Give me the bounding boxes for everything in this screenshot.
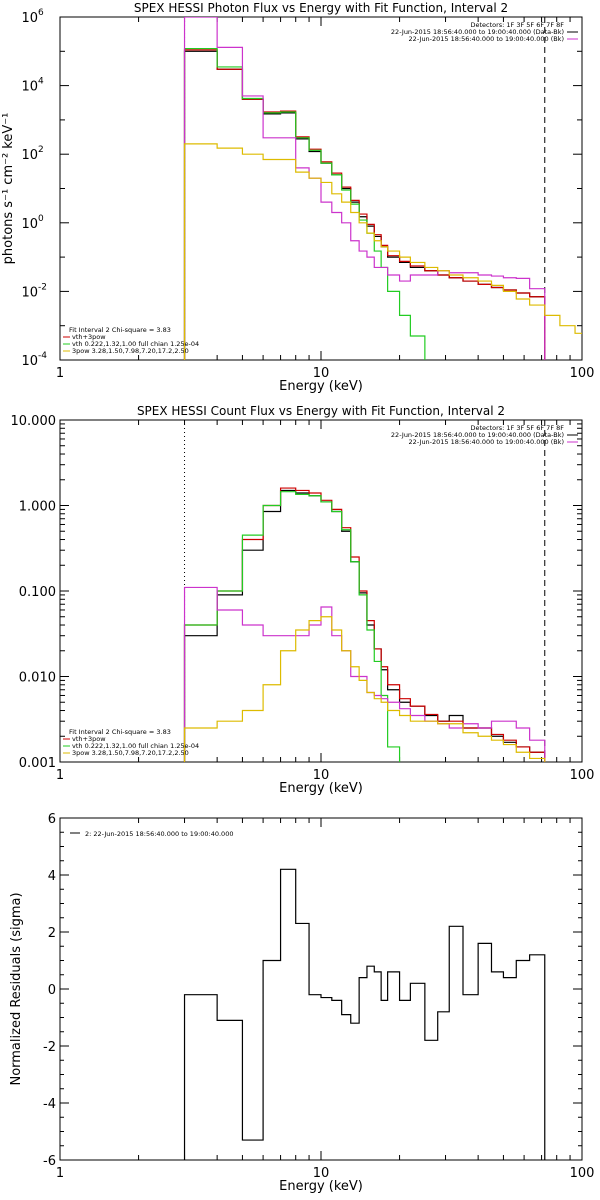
- series-line-3: [183, 47, 426, 360]
- plot-frame: [59, 817, 583, 1161]
- legend-entry: Detectors: 1F 3F 5F 6F 7F 8F: [470, 424, 564, 432]
- y-tick-label: 0.001: [19, 756, 56, 771]
- y-tick-label: -4: [43, 1097, 56, 1112]
- series-line-1: [183, 489, 546, 762]
- series-line-4: [183, 586, 546, 762]
- y-tick-label: 10: [21, 11, 38, 26]
- y-tick-label: 0.100: [19, 585, 56, 600]
- y-tick-label: -2: [43, 1040, 56, 1055]
- series-group: [183, 868, 546, 1160]
- legend-entry: Detectors: 1F 3F 5F 6F 7F 8F: [470, 21, 564, 29]
- legend-entry: 22-Jun-2015 18:56:40.000 to 19:00:40.000…: [391, 431, 564, 439]
- chart-panel-2: SPEX HESSI Count Flux vs Energy with Fit…: [11, 404, 595, 796]
- y-axis-label: photons s⁻¹ cm⁻² keV⁻¹: [1, 113, 16, 265]
- legend-entry: 22-Jun-2015 18:56:40.000 to 19:00:40.000…: [391, 28, 564, 36]
- x-axis-label: Energy (keV): [279, 379, 363, 394]
- x-tick-label: 1: [56, 366, 64, 381]
- legend-entry: 3pow 3.28,1.50,7.98,7.20,17.2,2.50: [72, 749, 189, 757]
- legend-entry: vth 0.222,1.32,1.00 full chian 1.25e-04: [72, 742, 199, 750]
- y-tick-label: 0.010: [19, 671, 56, 686]
- y-tick-label: 10: [21, 285, 38, 300]
- x-tick-label: 10: [313, 768, 330, 783]
- legend-entry: 3pow 3.28,1.50,7.98,7.20,17.2,2.50: [72, 347, 189, 355]
- x-tick-label: 100: [570, 768, 595, 783]
- x-tick-label: 1: [56, 768, 64, 783]
- y-tick-exponent: 2: [38, 145, 44, 155]
- legend-entry: 2: 22-Jun-2015 18:56:40.000 to 19:00:40.…: [85, 830, 233, 838]
- x-tick-label: 100: [570, 1166, 595, 1181]
- y-tick-label: 10: [21, 217, 38, 232]
- y-tick-label: 2: [48, 926, 56, 941]
- series-line-1: [183, 50, 546, 360]
- y-tick-label: 1.000: [19, 500, 56, 515]
- y-tick-label: 4: [48, 869, 56, 884]
- chart-panel-3: 1 10 100 Energy (keV) -6 -4 -2 0 2 4 6 Normalized R…: [9, 812, 594, 1194]
- y-tick-label: 0: [48, 983, 56, 998]
- y-tick-exponent: 4: [38, 77, 44, 87]
- legend-entry: 22-Jun-2015 18:56:40.000 to 19:00:40.000…: [409, 35, 564, 43]
- y-tick-label: -6: [43, 1154, 56, 1169]
- x-tick-label: 100: [570, 366, 595, 381]
- series-group: [183, 17, 582, 360]
- series-line-5: [183, 143, 582, 360]
- y-axis-label: Normalized Residuals (sigma): [9, 892, 24, 1085]
- y-tick-label: 10: [21, 80, 38, 95]
- y-tick-exponent: 0: [38, 214, 44, 224]
- legend-entry: 22-Jun-2015 18:56:40.000 to 19:00:40.000…: [409, 438, 564, 446]
- series-line-3: [183, 491, 401, 762]
- y-tick-label: 10: [21, 148, 38, 163]
- x-tick-label: 1: [56, 1166, 64, 1181]
- series-line-5: [183, 616, 546, 762]
- chart-title: SPEX HESSI Count Flux vs Energy with Fit…: [137, 404, 505, 418]
- series-line-2: [183, 49, 546, 360]
- legend-entry: Fit Interval 2 Chi-square = 3.83: [69, 326, 171, 334]
- legend-entry: vth+3pow: [72, 735, 106, 743]
- x-axis-label: Energy (keV): [279, 1179, 363, 1194]
- series-line-1: [183, 868, 546, 1160]
- y-tick-label: 10: [21, 354, 38, 369]
- legend-entry: vth+3pow: [72, 333, 106, 341]
- y-tick-exponent: -4: [38, 351, 47, 361]
- plot-frame: [59, 419, 583, 763]
- series-line-2: [183, 487, 546, 762]
- x-tick-label: 10: [313, 366, 330, 381]
- x-tick-label: 10: [313, 1166, 330, 1181]
- chart-panel-1: SPEX HESSI Photon Flux vs Energy with Fi…: [1, 1, 594, 394]
- legend-entry: Fit Interval 2 Chi-square = 3.83: [69, 728, 171, 736]
- x-axis-label: Energy (keV): [279, 781, 363, 796]
- series-line-4: [183, 17, 546, 360]
- y-tick-label: 10.000: [11, 414, 57, 429]
- series-group: [183, 487, 546, 762]
- legend-entry: vth 0.222,1.32,1.00 full chian 1.25e-04: [72, 340, 199, 348]
- chart-title: SPEX HESSI Photon Flux vs Energy with Fi…: [134, 1, 508, 15]
- y-tick-exponent: -2: [38, 282, 47, 292]
- y-tick-label: 6: [48, 812, 56, 827]
- y-tick-exponent: 6: [38, 8, 44, 18]
